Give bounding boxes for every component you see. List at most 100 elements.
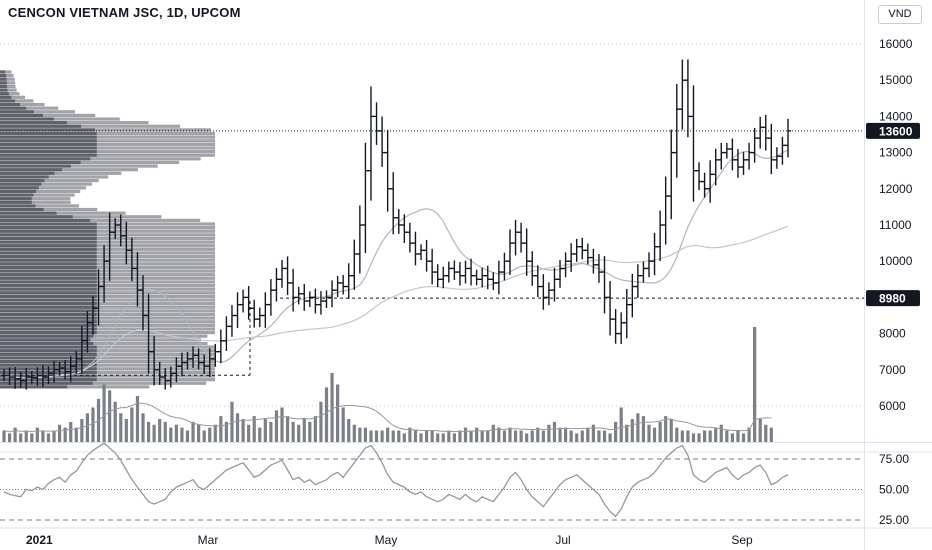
volume-bar [302, 419, 306, 442]
price-bar [412, 231, 419, 266]
volume-bar [108, 390, 112, 442]
volume-profile-row [0, 218, 201, 222]
price-bar [140, 275, 147, 331]
volume-profile-row-core [0, 92, 9, 96]
volume-profile-row [0, 287, 215, 291]
price-bar [662, 176, 669, 245]
price-bar [67, 356, 74, 382]
volume-bar [19, 433, 23, 442]
volume-bar [358, 427, 362, 442]
volume-profile-row [0, 276, 215, 280]
volume-profile-row-core [0, 251, 97, 255]
volume-profile-row [0, 77, 15, 81]
volume-profile-row-core [0, 331, 97, 335]
price-tick-label: 12000 [879, 182, 913, 196]
volume-profile-row-core [0, 153, 97, 157]
volume-profile-row-core [0, 334, 94, 338]
volume-profile-row-core [0, 186, 39, 190]
volume-profile-row-core [0, 302, 97, 306]
volume-profile-row [0, 153, 215, 157]
volume-profile-row-core [0, 215, 73, 219]
volume-profile-row-core [0, 106, 27, 110]
volume-bar [141, 413, 145, 442]
volume-profile-row [0, 157, 201, 161]
volume-bar [641, 416, 646, 442]
volume-profile-row-core [0, 124, 82, 128]
volume-profile-row [0, 92, 20, 96]
volume-bar [580, 430, 584, 442]
volume-bar [669, 419, 673, 442]
volume-bar [608, 433, 612, 442]
volume-profile-row [0, 236, 215, 241]
volume-profile-row [0, 273, 215, 277]
currency-button[interactable]: VND [878, 5, 922, 24]
volume-bar [24, 430, 28, 442]
volume-bar [491, 424, 495, 442]
volume-profile-row-core [0, 189, 37, 194]
volume-bar [202, 430, 206, 442]
volume-bar [258, 427, 262, 442]
price-bar [217, 329, 224, 364]
volume-profile-row [0, 334, 208, 338]
volume-profile-row [0, 247, 215, 251]
volume-bar [41, 430, 45, 442]
volume-profile-row [0, 110, 75, 114]
price-bar [195, 348, 202, 370]
price-bar [751, 128, 758, 163]
volume-profile-row-core [0, 262, 97, 266]
volume-bar [69, 421, 73, 442]
price-bar [1, 369, 7, 382]
rsi-tick-label: 75.00 [879, 452, 909, 466]
volume-profile-row [0, 160, 180, 165]
volume-bar [475, 427, 479, 442]
price-bar [712, 148, 719, 186]
price-tag-label: 8980 [879, 292, 906, 306]
volume-profile-row-core [0, 121, 67, 125]
volume-bar [736, 430, 740, 442]
volume-profile-row [0, 356, 215, 360]
volume-profile-row [0, 262, 215, 266]
volume-bar [180, 427, 184, 442]
price-bar [301, 284, 308, 311]
price-bar [184, 351, 191, 370]
time-tick-label: Sep [731, 533, 753, 547]
price-bar [89, 296, 96, 335]
volume-bar [313, 416, 317, 442]
volume-bar [163, 421, 167, 442]
volume-profile-row [0, 378, 215, 382]
price-bar [746, 142, 753, 170]
price-bar [312, 288, 319, 314]
price-bar [151, 336, 158, 386]
price-bar [295, 286, 302, 305]
volume-profile-row-core [0, 182, 42, 186]
volume-profile-row [0, 265, 215, 270]
volume-profile-row-core [0, 178, 45, 183]
price-tag-label: 13600 [879, 124, 913, 138]
price-bar [317, 291, 324, 315]
volume-bar [697, 433, 701, 442]
volume-profile-row-core [0, 273, 97, 277]
volume-profile-row-core [0, 70, 6, 74]
price-bar [557, 259, 564, 288]
volume-bar [308, 421, 312, 442]
volume-profile-row-core [0, 164, 71, 168]
volume-bar [430, 430, 434, 442]
volume-bar [263, 419, 267, 442]
volume-profile-row-core [0, 211, 57, 215]
price-bar [584, 243, 591, 265]
price-bar [45, 366, 52, 385]
volume-bar [386, 427, 390, 442]
volume-bar [113, 401, 117, 442]
volume-profile-row [0, 200, 71, 204]
volume-bar [680, 430, 684, 442]
volume-profile-row [0, 146, 215, 150]
price-bar [451, 260, 458, 281]
volume-profile-row [0, 95, 25, 99]
volume-profile-row-core [0, 157, 91, 161]
volume-bar [647, 424, 651, 442]
volume-profile-row [0, 135, 215, 139]
price-bar [23, 368, 30, 390]
volume-profile-row-core [0, 349, 97, 353]
time-tick-label: 2021 [26, 533, 53, 547]
